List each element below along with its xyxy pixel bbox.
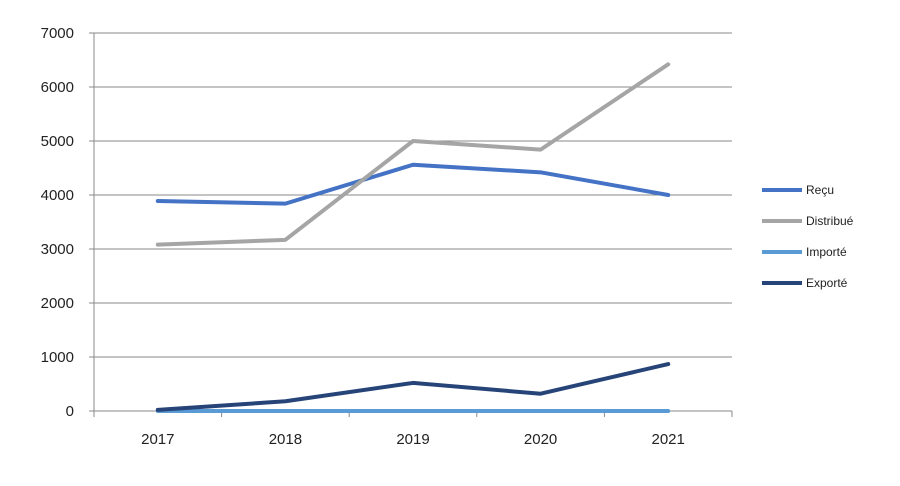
x-tick-label: 2019 bbox=[396, 431, 429, 448]
y-tick-label: 4000 bbox=[41, 187, 74, 204]
legend-label: Importé bbox=[806, 245, 847, 259]
legend: Reçu Distribué Importé Exporté bbox=[762, 183, 854, 290]
series-lines bbox=[155, 62, 671, 413]
legend-label: Exporté bbox=[806, 276, 848, 290]
legend-label: Reçu bbox=[806, 183, 834, 197]
legend-label: Distribué bbox=[806, 214, 854, 228]
y-tick-label: 7000 bbox=[41, 25, 74, 42]
y-tick-label: 3000 bbox=[41, 241, 74, 258]
y-tick-label: 0 bbox=[66, 403, 74, 420]
x-tick-label: 2021 bbox=[652, 431, 685, 448]
tick-labels: 0 1000 2000 3000 4000 5000 6000 7000 2017 2018 201… bbox=[41, 25, 685, 448]
series-line-0 bbox=[155, 162, 671, 206]
y-tick-label: 2000 bbox=[41, 295, 74, 312]
grid-lines bbox=[94, 32, 732, 358]
y-tick-label: 6000 bbox=[41, 79, 74, 96]
series-line-3 bbox=[155, 362, 671, 412]
y-tick-label: 1000 bbox=[41, 349, 74, 366]
axes bbox=[89, 32, 733, 417]
y-tick-label: 5000 bbox=[41, 133, 74, 150]
series-line-1 bbox=[155, 62, 671, 247]
x-tick-label: 2018 bbox=[269, 431, 302, 448]
x-tick-label: 2017 bbox=[141, 431, 174, 448]
x-tick-label: 2020 bbox=[524, 431, 557, 448]
